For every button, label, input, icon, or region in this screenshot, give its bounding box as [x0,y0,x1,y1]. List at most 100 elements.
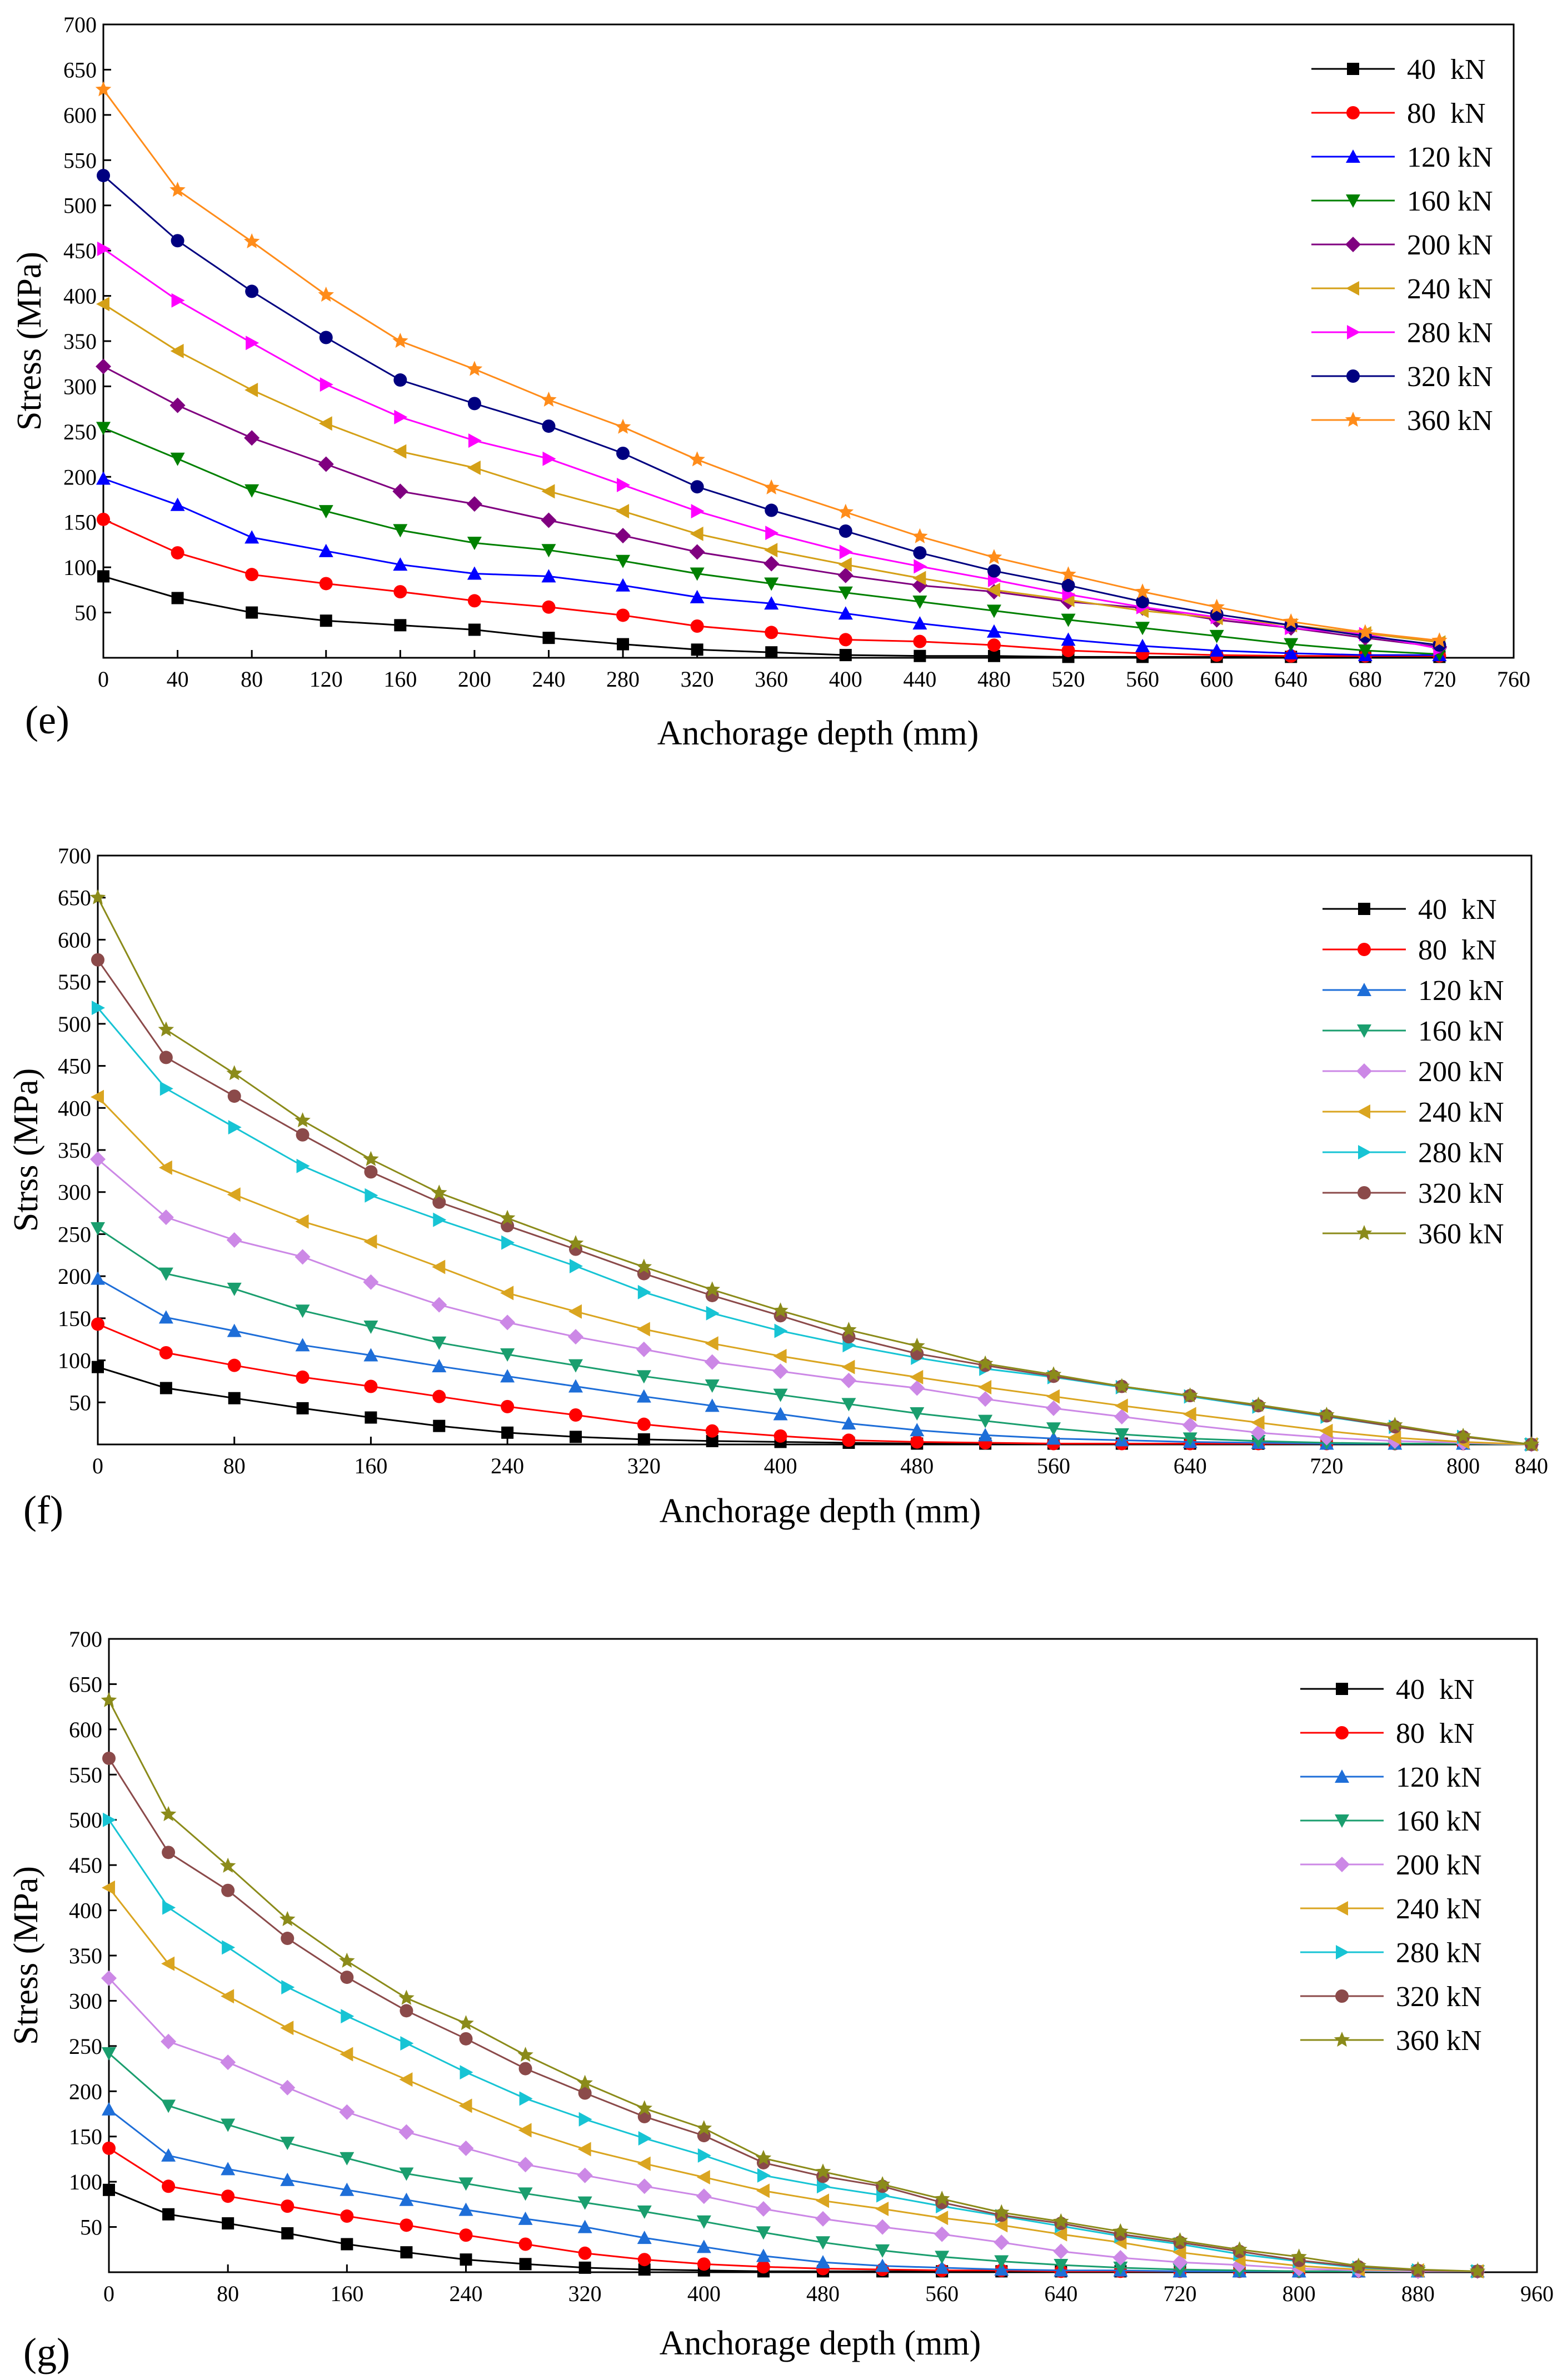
data-point [103,1812,116,1827]
data-point [431,1184,447,1200]
y-tick-label: 550 [63,148,97,173]
legend-item: 160 kN [1311,186,1493,217]
data-point [295,1112,311,1128]
legend-item: 120 kN [1300,1762,1482,1793]
data-point [101,1970,117,1986]
data-point [1250,1424,1266,1441]
data-point [365,1188,378,1203]
x-tick-label: 640 [1044,2281,1077,2306]
legend-marker [1358,943,1371,956]
data-point [467,537,482,551]
data-point [568,1329,583,1345]
data-point [764,577,779,591]
data-point [246,336,259,351]
data-point [577,2219,592,2233]
series-line [97,897,1532,1446]
series-line [97,1096,1532,1446]
series-5 [91,1089,1538,1452]
data-point [690,526,703,541]
data-point [90,1151,106,1167]
legend-marker [1358,903,1370,915]
legend-label: 80 kN [1407,98,1486,129]
data-point [912,596,927,609]
y-tick-label: 600 [69,1717,102,1742]
series-line [103,303,1440,643]
data-point [689,544,705,560]
data-point [839,524,852,538]
data-point [1358,644,1373,658]
data-point [637,2205,652,2219]
legend-label: 200 kN [1396,1849,1482,1881]
series-8 [89,889,1540,1452]
series-line [108,1758,1478,2272]
data-point [935,2251,950,2264]
data-point [318,505,333,519]
data-point [519,2091,533,2106]
x-tick-label: 960 [1520,2281,1554,2306]
data-point [227,1282,242,1296]
x-tick-label: 560 [1037,1453,1070,1478]
y-tick-label: 300 [58,1180,91,1205]
legend-item: 280 kN [1311,317,1493,349]
data-point [756,2226,771,2240]
x-tick-label: 160 [330,2281,363,2306]
legend-item: 320 kN [1300,1981,1482,2013]
y-tick-label: 500 [69,1808,102,1833]
data-point [1182,1417,1198,1433]
series-3 [96,422,1447,662]
y-tick-label: 250 [58,1222,91,1247]
data-point [280,2137,295,2151]
data-point [615,528,631,544]
data-point [227,1187,241,1202]
data-point [1172,2254,1188,2271]
legend-label: 160 kN [1407,186,1493,217]
data-point [281,1980,295,1994]
x-tick-label: 640 [1274,667,1308,692]
data-point [458,2177,473,2191]
data-point [1350,2257,1366,2273]
data-point [169,397,186,413]
data-point [1319,1407,1335,1422]
data-point [616,554,631,568]
data-point [978,1428,993,1442]
data-point [1172,2245,1186,2260]
data-point [318,416,332,431]
y-tick-label: 650 [63,57,97,82]
series-6 [97,241,1447,656]
data-point [244,430,260,446]
x-tick-label: 440 [903,667,936,692]
data-point [994,2234,1010,2251]
data-point [392,483,408,499]
data-point [500,1314,516,1331]
data-point [162,1846,176,1859]
y-axis-title: Strss (MPa) [7,1068,45,1232]
legend-marker [1336,1945,1349,1959]
series-3 [102,2047,1485,2279]
legend-item: 360 kN [1300,2025,1482,2057]
x-tick-label: 600 [1200,667,1234,692]
legend-marker [1347,63,1359,75]
data-point [158,1310,173,1324]
legend: 40 kN 80 kN 120 kN 160 kN 200 kN 240 kN 280 kN… [1311,54,1493,437]
data-point [398,1989,415,2005]
data-point [519,2258,532,2271]
x-tick-label: 320 [627,1453,661,1478]
data-point [690,619,704,633]
data-point [934,2191,950,2206]
legend-item: 360 kN [1311,405,1493,437]
x-tick-label: 160 [354,1453,387,1478]
legend-marker [1335,1901,1348,1916]
y-tick-label: 200 [69,2079,102,2104]
data-point [1182,1387,1198,1403]
data-point [1061,578,1075,592]
legend-marker [1345,412,1361,427]
data-point [1053,2213,1069,2228]
data-point [91,953,104,967]
data-point [222,1940,236,1955]
legend-label: 360 kN [1418,1218,1504,1250]
data-point [1209,598,1225,614]
data-point [102,2047,116,2061]
data-point [1112,2249,1129,2266]
data-point [691,643,703,656]
legend-marker [1335,1989,1349,2003]
